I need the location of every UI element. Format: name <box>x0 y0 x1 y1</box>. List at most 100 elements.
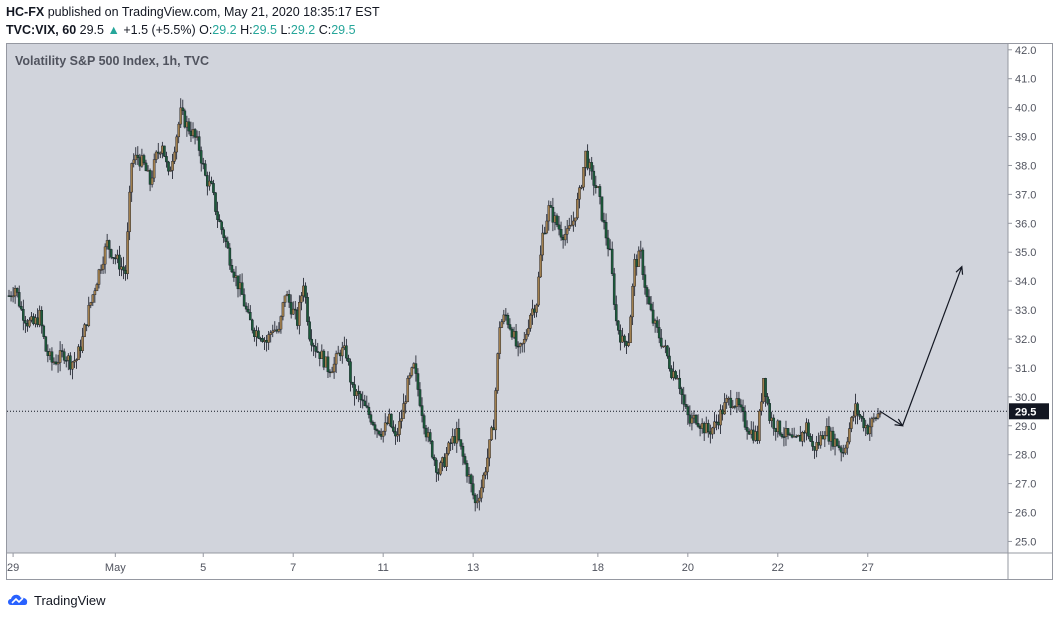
y-tick-label: 27.0 <box>1015 479 1036 491</box>
candle-body <box>181 107 185 112</box>
candle-body <box>257 330 260 339</box>
candle-body <box>617 320 620 331</box>
annotations-layer <box>879 265 964 427</box>
candle-body <box>518 343 522 347</box>
candle-body <box>645 287 649 297</box>
candle-body <box>310 338 313 346</box>
candle-body <box>852 415 855 418</box>
candle-body <box>600 196 604 221</box>
candle-body <box>97 269 101 285</box>
last-price-marker: 29.5 <box>7 403 1049 420</box>
candle-body <box>130 163 133 193</box>
chart-frame[interactable]: Volatility S&P 500 Index, 1h, TVC 25.0 26… <box>6 43 1053 580</box>
candle-body <box>283 295 287 303</box>
candle-body <box>197 136 201 151</box>
close-label: C: <box>318 23 332 37</box>
candle-body <box>659 337 663 347</box>
candle-body <box>606 237 610 250</box>
candle-body <box>815 442 818 451</box>
x-tick-label: 27 <box>862 562 874 574</box>
plot-area[interactable] <box>7 44 1008 553</box>
candle-body <box>780 433 784 437</box>
candle-body <box>357 390 360 395</box>
price-chart[interactable]: Volatility S&P 500 Index, 1h, TVC 25.0 26… <box>7 44 1052 579</box>
candle-body <box>298 302 301 326</box>
candle-body <box>206 175 209 187</box>
candle-body <box>782 436 786 438</box>
candle-body <box>416 373 420 390</box>
candle-body <box>244 305 248 310</box>
candle-body <box>439 462 442 475</box>
candle-body <box>778 420 782 435</box>
price-axis[interactable]: 25.0 26.0 27.0 28.0 29.0 30.0 31.0 32.0 33.0 34.0… <box>1008 45 1036 549</box>
candle-body <box>723 402 726 415</box>
candle-body <box>142 155 146 164</box>
candle-body <box>410 367 414 376</box>
candle-body <box>345 345 348 359</box>
footer-brand[interactable]: TradingView <box>34 592 106 608</box>
time-axis[interactable]: 29 May 5 7 11 13 18 20 22 27 <box>7 553 874 574</box>
candle-body <box>563 234 567 241</box>
candle-body <box>353 384 356 396</box>
candle-body <box>590 162 594 172</box>
x-tick-label: 20 <box>682 562 694 574</box>
candle-body <box>240 282 244 295</box>
candles-layer <box>7 98 882 512</box>
candle-body <box>308 321 311 340</box>
candle-body <box>729 397 733 408</box>
candle-body <box>506 315 510 325</box>
candle-body <box>226 241 230 249</box>
candle-body <box>741 406 745 412</box>
candle-body <box>159 152 162 155</box>
candle-body <box>216 211 219 220</box>
candle-body <box>349 361 352 383</box>
candle-body <box>876 413 880 419</box>
candle-body <box>764 378 767 397</box>
candle-body <box>291 308 295 315</box>
candle-body <box>42 325 46 337</box>
candle-body <box>576 198 579 219</box>
candle-body <box>236 275 240 290</box>
candle-body <box>11 295 15 298</box>
candle-body <box>22 308 25 321</box>
candle-body <box>175 136 178 153</box>
candle-body <box>267 334 270 343</box>
candle-body <box>541 232 544 256</box>
candle-body <box>578 187 581 200</box>
candle-body <box>392 426 395 432</box>
candle-body <box>592 170 596 186</box>
candle-body <box>101 263 105 270</box>
candle-body <box>629 316 632 343</box>
candle-body <box>471 483 475 496</box>
candle-body <box>332 363 336 373</box>
candle-body <box>64 360 68 362</box>
candle-body <box>228 247 232 266</box>
y-tick-label: 37.0 <box>1015 189 1036 201</box>
candle-body <box>246 308 250 313</box>
candle-body <box>58 350 62 363</box>
candle-body <box>326 356 330 373</box>
candle-body <box>772 417 776 429</box>
candle-body <box>719 409 722 426</box>
candle-body <box>580 186 583 189</box>
candle-body <box>422 415 426 429</box>
candle-body <box>862 418 865 429</box>
author-name[interactable]: HC-FX <box>6 5 45 19</box>
candle-body <box>856 403 859 415</box>
x-tick-label: 22 <box>772 562 784 574</box>
candle-body <box>768 403 771 421</box>
candle-body <box>649 303 653 311</box>
candle-body <box>809 436 812 442</box>
candle-body <box>373 424 377 430</box>
candle-body <box>790 434 794 438</box>
candle-body <box>614 304 618 322</box>
candle-body <box>868 426 872 435</box>
candle-body <box>572 220 575 226</box>
candle-body <box>475 500 479 504</box>
candle-body <box>154 151 158 160</box>
tradingview-cloud-icon[interactable] <box>6 591 30 609</box>
candle-body <box>248 312 252 321</box>
candle-body <box>40 310 44 327</box>
footer: TradingView <box>6 590 106 610</box>
candle-body <box>811 441 814 447</box>
